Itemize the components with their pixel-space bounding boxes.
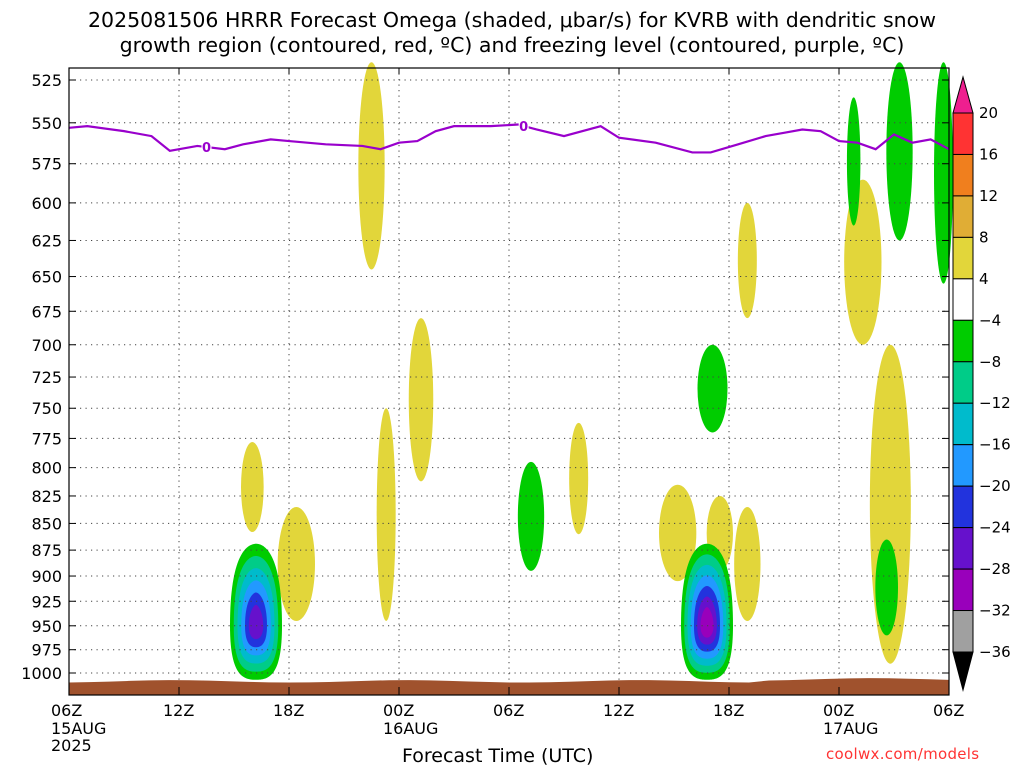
freezing-level-label-bg-1: [518, 118, 529, 132]
omega-cell-14: [846, 97, 861, 226]
freezing-level-label-1: 0: [519, 120, 528, 135]
colorbar-swatch-5: [952, 319, 974, 363]
y-tick-label-950: 950: [31, 617, 62, 636]
x-tick-label-4: 06Z: [493, 701, 524, 720]
y-tick-label-575: 575: [31, 155, 62, 174]
colorbar-label-3: 8: [979, 228, 989, 246]
colorbar-label-12: −32: [979, 602, 1011, 620]
x-tick-sublabel-0-1: 2025: [51, 736, 92, 755]
colorbar-label-7: −12: [979, 394, 1011, 412]
omega-cell-5: [569, 422, 589, 535]
y-tick-label-550: 550: [31, 114, 62, 133]
y-tick-label-975: 975: [31, 641, 62, 660]
omega-cell-6: [659, 484, 697, 582]
omega-cell-12: [517, 461, 545, 571]
colorbar-label-11: −28: [979, 560, 1011, 578]
y-tick-label-1000: 1000: [21, 664, 62, 683]
x-tick-sublabel-7-0: 17AUG: [823, 719, 878, 738]
x-axis-label: Forecast Time (UTC): [402, 745, 594, 767]
colorbar-label-10: −24: [979, 519, 1011, 537]
y-tick-label-925: 925: [31, 592, 62, 611]
omega-cell-4: [277, 507, 315, 621]
colorbar-swatch-1: [952, 153, 974, 197]
y-tick-label-600: 600: [31, 194, 62, 213]
y-tick-label-675: 675: [31, 302, 62, 321]
y-tick-label-800: 800: [31, 459, 62, 478]
colorbar-swatch-9: [952, 485, 974, 529]
omega-cell-13: [697, 344, 728, 433]
colorbar-label-4: 4: [979, 270, 989, 288]
y-tick-label-825: 825: [31, 487, 62, 506]
colorbar-label-9: −20: [979, 477, 1011, 495]
x-tick-label-1: 12Z: [163, 701, 194, 720]
colorbar-swatch-2: [952, 195, 974, 238]
y-tick-label-650: 650: [31, 268, 62, 287]
x-tick-label-3: 00Z: [383, 701, 414, 720]
colorbar-swatch-10: [952, 527, 974, 570]
colorbar-swatch-11: [952, 568, 974, 612]
y-tick-label-625: 625: [31, 231, 62, 250]
omega-core-0-ring-5: [248, 604, 264, 640]
colorbar-label-8: −16: [979, 436, 1011, 454]
colorbar: 20 16 12 8 4 −4 −8 −12 −16 −20 −24 −28 −32 −36: [952, 75, 1011, 692]
colorbar-swatch-7: [952, 402, 974, 446]
x-tick-label-0: 06Z: [51, 701, 82, 720]
x-tick-label-8: 06Z: [933, 701, 964, 720]
y-tick-label-850: 850: [31, 514, 62, 533]
colorbar-bottom-cap: [952, 651, 974, 692]
omega-cell-15: [875, 539, 898, 636]
omega-shading: [230, 62, 953, 680]
y-tick-label-725: 725: [31, 368, 62, 387]
colorbar-label-5: −4: [979, 311, 1001, 329]
freezing-level-label-0: 0: [202, 141, 211, 156]
y-axis-ticks: 525 550 575 600 625 650 675 700 725 750 775 800 825 8…: [21, 71, 949, 683]
colorbar-swatch-6: [952, 361, 974, 404]
x-tick-sublabel-3-0: 16AUG: [383, 719, 438, 738]
x-tick-label-2: 18Z: [273, 701, 304, 720]
grid-lines: [69, 68, 949, 695]
omega-cell-3: [241, 441, 264, 533]
y-tick-label-900: 900: [31, 567, 62, 586]
y-tick-label-875: 875: [31, 541, 62, 560]
y-tick-label-750: 750: [31, 399, 62, 418]
colorbar-swatch-0: [952, 112, 974, 155]
x-tick-label-5: 12Z: [603, 701, 634, 720]
x-tick-label-7: 00Z: [823, 701, 854, 720]
chart-title: 2025081506 HRRR Forecast Omega (shaded, …: [88, 8, 936, 57]
omega-cell-9: [737, 202, 757, 319]
colorbar-swatch-8: [952, 444, 974, 487]
omega-cell-2: [376, 408, 396, 621]
colorbar-label-2: 12: [979, 187, 998, 205]
colorbar-swatch-4: [952, 278, 974, 321]
y-tick-label-775: 775: [31, 429, 62, 448]
colorbar-label-1: 16: [979, 145, 998, 163]
x-tick-sublabel-0-0: 15AUG: [51, 719, 106, 738]
omega-cell-17: [934, 62, 953, 284]
colorbar-top-cap: [952, 75, 974, 114]
omega-cell-1: [408, 318, 434, 482]
credit-text: coolwx.com/models: [826, 745, 980, 763]
freezing-level-contour: 00: [68, 118, 950, 156]
colorbar-swatch-3: [952, 236, 974, 280]
y-tick-label-525: 525: [31, 71, 62, 90]
colorbar-label-0: 20: [979, 104, 998, 122]
colorbar-label-6: −8: [979, 353, 1001, 371]
omega-core-1-ring-6: [700, 607, 714, 638]
omega-cell-0: [358, 62, 385, 270]
freezing-level-label-bg-0: [201, 140, 212, 154]
x-tick-label-6: 18Z: [713, 701, 744, 720]
colorbar-label-13: −36: [979, 643, 1011, 661]
omega-cell-8: [734, 507, 761, 621]
omega-cell-16: [886, 62, 913, 241]
y-tick-label-700: 700: [31, 336, 62, 355]
colorbar-swatch-12: [952, 610, 974, 653]
